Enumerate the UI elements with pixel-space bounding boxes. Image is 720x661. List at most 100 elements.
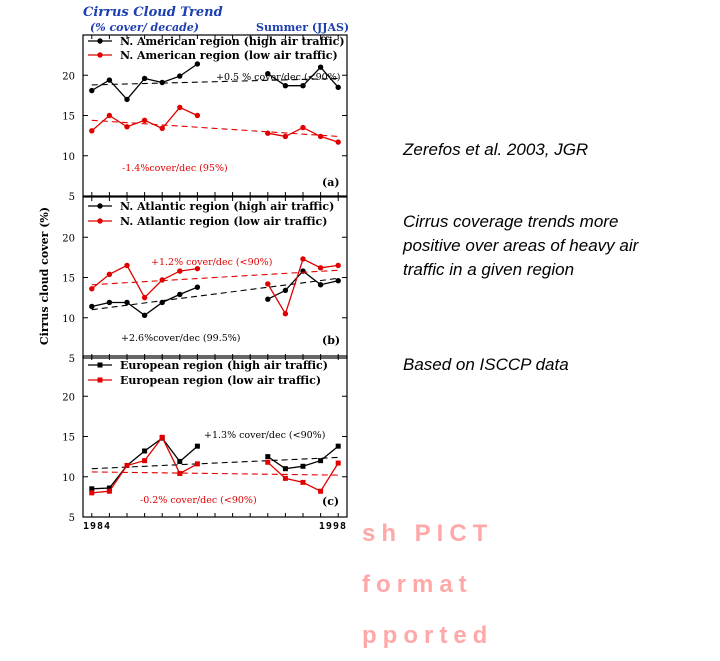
x-end-label: 1998 bbox=[319, 521, 347, 532]
y-tick-label: 15 bbox=[62, 274, 75, 285]
data-point bbox=[317, 64, 324, 70]
legend-marker bbox=[97, 38, 103, 44]
data-point bbox=[194, 61, 201, 67]
stamp-line-3: pported bbox=[362, 622, 494, 649]
y-tick-label: 15 bbox=[62, 112, 75, 123]
trend-label-low: -1.4%cover/dec (95%) bbox=[122, 163, 228, 174]
y-tick-label: 10 bbox=[62, 314, 75, 325]
data-point bbox=[300, 256, 306, 262]
data-point bbox=[106, 271, 113, 277]
data-point bbox=[124, 299, 130, 306]
data-point bbox=[282, 311, 289, 317]
y-tick-label: 15 bbox=[62, 433, 75, 444]
figure-title: Cirrus Cloud Trend bbox=[83, 5, 223, 20]
data-point bbox=[282, 466, 288, 472]
y-tick-label: 20 bbox=[62, 233, 75, 244]
trend-line-low bbox=[91, 269, 339, 286]
data-point bbox=[177, 471, 183, 477]
data-point bbox=[177, 268, 183, 274]
series-line-low bbox=[267, 258, 339, 316]
data-point bbox=[159, 79, 165, 86]
data-point bbox=[124, 462, 130, 468]
data-point bbox=[177, 104, 183, 111]
data-point bbox=[106, 485, 112, 491]
data-point bbox=[194, 443, 200, 449]
data-point bbox=[300, 124, 306, 131]
data-point bbox=[282, 83, 289, 89]
data-point bbox=[124, 124, 130, 130]
season-label: Summer (JJAS) bbox=[256, 21, 350, 34]
stamp-line-2: format bbox=[362, 571, 473, 598]
series-line-high bbox=[267, 270, 339, 300]
data-point bbox=[265, 296, 271, 302]
legend-marker bbox=[97, 203, 103, 209]
legend-marker bbox=[97, 52, 103, 58]
legend-marker bbox=[97, 218, 103, 224]
data-point bbox=[317, 265, 324, 271]
panel-tag: (c) bbox=[322, 495, 339, 508]
legend-label: N. Atlantic region (low air traffic) bbox=[120, 215, 327, 228]
trend-label-low: -0.2% cover/dec (<90%) bbox=[140, 495, 257, 506]
data-point bbox=[177, 291, 183, 298]
finding-text: Cirrus coverage trends more positive ove… bbox=[403, 212, 639, 279]
citation-text: Zerefos et al. 2003, JGR bbox=[403, 140, 589, 159]
figure-subtitle: (% cover/ decade) bbox=[90, 21, 199, 34]
y-tick-label: 5 bbox=[69, 192, 75, 203]
trend-label-high: +2.6%cover/dec (99.5%) bbox=[121, 333, 241, 344]
data-point bbox=[318, 488, 324, 494]
data-point bbox=[282, 133, 289, 140]
stamp-line-1: sh PICT bbox=[362, 520, 494, 547]
y-tick-label: 5 bbox=[69, 513, 75, 524]
trend-line-low bbox=[91, 119, 339, 137]
data-point bbox=[265, 70, 271, 77]
y-tick-label: 20 bbox=[62, 71, 75, 82]
data-point bbox=[124, 262, 130, 269]
data-point bbox=[265, 281, 271, 287]
trend-line-high bbox=[91, 277, 339, 311]
data-point bbox=[317, 282, 324, 288]
trend-line-low bbox=[91, 471, 339, 476]
data-point bbox=[194, 284, 201, 290]
data-point bbox=[159, 125, 165, 132]
data-point bbox=[106, 77, 113, 83]
data-point bbox=[177, 73, 183, 79]
panel-tag: (b) bbox=[322, 334, 340, 347]
data-point bbox=[89, 128, 95, 134]
data-point bbox=[194, 112, 201, 119]
data-point bbox=[265, 454, 271, 460]
legend-label: N. American region (low air traffic) bbox=[120, 49, 338, 62]
legend-label: European region (low air traffic) bbox=[120, 374, 321, 387]
data-point bbox=[282, 287, 289, 294]
legend-marker bbox=[97, 362, 103, 368]
data-point bbox=[124, 96, 130, 103]
data-point bbox=[317, 133, 324, 140]
trend-label-high: +0.5 % cover/dec (<90%) bbox=[216, 72, 340, 83]
legend-label: N. Atlantic region (high air traffic) bbox=[120, 200, 334, 213]
data-point bbox=[141, 312, 148, 319]
data-point bbox=[318, 458, 324, 464]
trend-label-low: +1.2% cover/dec (<90%) bbox=[151, 257, 272, 268]
data-point bbox=[177, 458, 183, 464]
data-point bbox=[141, 117, 148, 124]
data-point bbox=[194, 265, 201, 272]
y-tick-label: 20 bbox=[62, 392, 75, 403]
legend-label: European region (high air traffic) bbox=[120, 359, 328, 372]
y-tick-label: 10 bbox=[62, 152, 75, 163]
data-point bbox=[194, 461, 200, 467]
source-text: Based on ISCCP data bbox=[403, 355, 569, 374]
data-point bbox=[300, 463, 306, 469]
x-start-label: 1984 bbox=[83, 521, 111, 532]
data-point bbox=[335, 139, 341, 145]
trend-label-high: +1.3% cover/dec (<90%) bbox=[204, 430, 325, 441]
data-point bbox=[141, 294, 148, 301]
data-point bbox=[335, 84, 341, 91]
data-point bbox=[89, 490, 95, 496]
data-point bbox=[300, 83, 306, 89]
figure-panel: Cirrus Cloud Trend (% cover/ decade) Sum… bbox=[0, 0, 360, 540]
data-point bbox=[282, 475, 288, 481]
data-point bbox=[300, 479, 306, 485]
data-point bbox=[159, 434, 165, 440]
pict-placeholder-stamp: sh PICT format pported bbox=[362, 491, 682, 661]
chart-svg: Cirrus cloud cover (%) 5 10 15 20 N. American… bbox=[38, 34, 348, 532]
legend-marker bbox=[97, 377, 103, 383]
